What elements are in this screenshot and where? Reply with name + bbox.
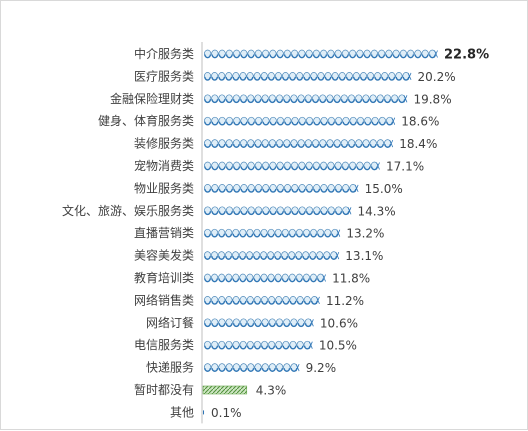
category-label: 文化、旅游、娱乐服务类: [62, 203, 194, 218]
category-label: 快递服务: [146, 360, 194, 375]
bar-row: 文化、旅游、娱乐服务类 14.3%: [62, 203, 396, 219]
category-label: 物业服务类: [134, 180, 194, 195]
value-label: 13.1%: [345, 249, 383, 263]
category-label: 中介服务类: [134, 46, 194, 61]
value-label: 9.2%: [306, 361, 337, 375]
bar-row: 快递服务 9.2%: [146, 360, 336, 376]
bar-row: 美容美发类 13.1%: [134, 248, 383, 264]
category-label: 其他: [170, 405, 194, 419]
value-label: 13.2%: [346, 227, 384, 241]
value-label: 20.2%: [418, 70, 456, 84]
bar: [203, 228, 341, 238]
bar-row: 宠物消费类 17.1%: [134, 158, 424, 174]
category-label: 教育培训类: [134, 270, 194, 285]
value-label: 22.8%: [444, 48, 489, 63]
value-label: 4.3%: [256, 384, 287, 398]
bar-row: 教育培训类 11.8%: [134, 270, 370, 286]
category-label: 网络订餐: [146, 315, 194, 330]
value-label: 18.6%: [401, 115, 439, 129]
bar-row: 健身、体育服务类 18.6%: [98, 113, 439, 129]
bar: [202, 385, 248, 395]
bar: [203, 340, 313, 350]
category-label: 美容美发类: [134, 248, 194, 263]
category-label: 直播营销类: [134, 226, 194, 240]
bar: [203, 273, 326, 283]
category-label: 宠物消费类: [134, 158, 194, 173]
category-label: 健身、体育服务类: [98, 113, 194, 128]
bar-row: 直播营销类 13.2%: [134, 226, 384, 241]
bar: [203, 318, 314, 328]
bar: [203, 72, 412, 81]
category-label: 医疗服务类: [134, 68, 194, 83]
value-label: 17.1%: [386, 160, 424, 174]
bar-row: 其他 0.1%: [170, 405, 242, 420]
bar-row: 电信服务类 10.5%: [134, 337, 357, 353]
value-label: 11.2%: [326, 294, 364, 308]
bar-row: 中介服务类 22.8%: [134, 46, 489, 63]
bar-row: 医疗服务类 20.2%: [134, 68, 456, 84]
value-label: 15.0%: [365, 182, 403, 196]
category-label: 金融保险理财类: [110, 91, 194, 106]
value-label: 18.4%: [399, 137, 437, 151]
category-label: 网络销售类: [134, 292, 194, 307]
bar: [203, 410, 205, 415]
bar-row: 网络订餐 10.6%: [146, 315, 358, 331]
value-label: 10.5%: [319, 339, 357, 353]
bar: [203, 94, 408, 104]
bar: [203, 49, 438, 59]
value-label: 0.1%: [211, 406, 242, 420]
bar: [203, 116, 396, 126]
value-label: 14.3%: [358, 204, 396, 218]
bar: [203, 296, 320, 305]
bar-row: 暂时都没有 4.3%: [134, 382, 286, 398]
category-label: 暂时都没有: [134, 382, 194, 397]
bar-row: 物业服务类 15.0%: [134, 180, 403, 196]
value-label: 19.8%: [413, 92, 451, 106]
chart-rows: 中介服务类 22.8% 医疗服务类 20.2% 金融保险理财类 19.8% 健身、体育服务类…: [62, 46, 489, 420]
value-label: 11.8%: [332, 272, 370, 286]
bar: [203, 206, 352, 216]
bar-row: 金融保险理财类 19.8%: [110, 91, 452, 107]
bar-row: 网络销售类 11.2%: [134, 292, 364, 308]
bar: [203, 251, 340, 260]
category-label: 装修服务类: [134, 136, 194, 151]
bar-row: 装修服务类 18.4%: [134, 136, 437, 152]
bar: [203, 139, 394, 148]
bar: [203, 161, 380, 171]
bar: [203, 184, 359, 193]
bar: [203, 363, 300, 372]
value-label: 10.6%: [320, 316, 358, 330]
category-label: 电信服务类: [134, 337, 194, 352]
